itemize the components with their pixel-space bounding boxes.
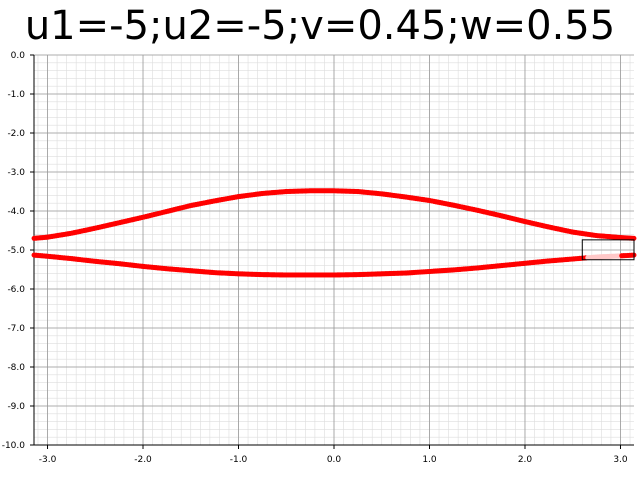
x-tick-label: 1.0 xyxy=(422,455,437,465)
series-2 xyxy=(31,252,637,278)
x-tick-label: -2.0 xyxy=(134,455,152,465)
x-tick-label: -1.0 xyxy=(230,455,248,465)
y-tick-label: -2.0 xyxy=(7,129,25,139)
y-tick-label: -4.0 xyxy=(7,207,25,217)
series-layer xyxy=(31,188,637,278)
y-tick-label: -9.0 xyxy=(7,402,25,412)
highlight-layer xyxy=(581,239,635,261)
major-grid xyxy=(34,54,634,446)
y-tick-label: -3.0 xyxy=(7,168,25,178)
y-tick-label: -7.0 xyxy=(7,324,25,334)
series-1 xyxy=(31,188,637,241)
y-tick-label: -5.0 xyxy=(7,246,25,256)
x-tick-label: 2.0 xyxy=(518,455,533,465)
y-tick-label: -1.0 xyxy=(7,90,25,100)
x-tick-labels: -3.0 -2.0 -1.0 0.0 1.0 2.0 3.0 xyxy=(39,455,628,465)
y-tick-label: -8.0 xyxy=(7,363,25,373)
x-tick-label: -3.0 xyxy=(39,455,57,465)
y-tick-label: -10.0 xyxy=(2,441,26,451)
x-tick-label: 3.0 xyxy=(613,455,628,465)
y-tick-labels: 0.0 -1.0 -2.0 -3.0 -4.0 -5.0 -6.0 -7.0 -8.0 -9.0 -… xyxy=(2,51,26,451)
x-tick-label: 0.0 xyxy=(327,455,342,465)
highlight-box xyxy=(581,239,635,261)
chart-title: u1=-5;u2=-5;v=0.45;w=0.55 xyxy=(24,3,616,49)
y-tick-label: 0.0 xyxy=(11,51,26,61)
y-tick-label: -6.0 xyxy=(7,285,25,295)
axes xyxy=(30,54,634,449)
